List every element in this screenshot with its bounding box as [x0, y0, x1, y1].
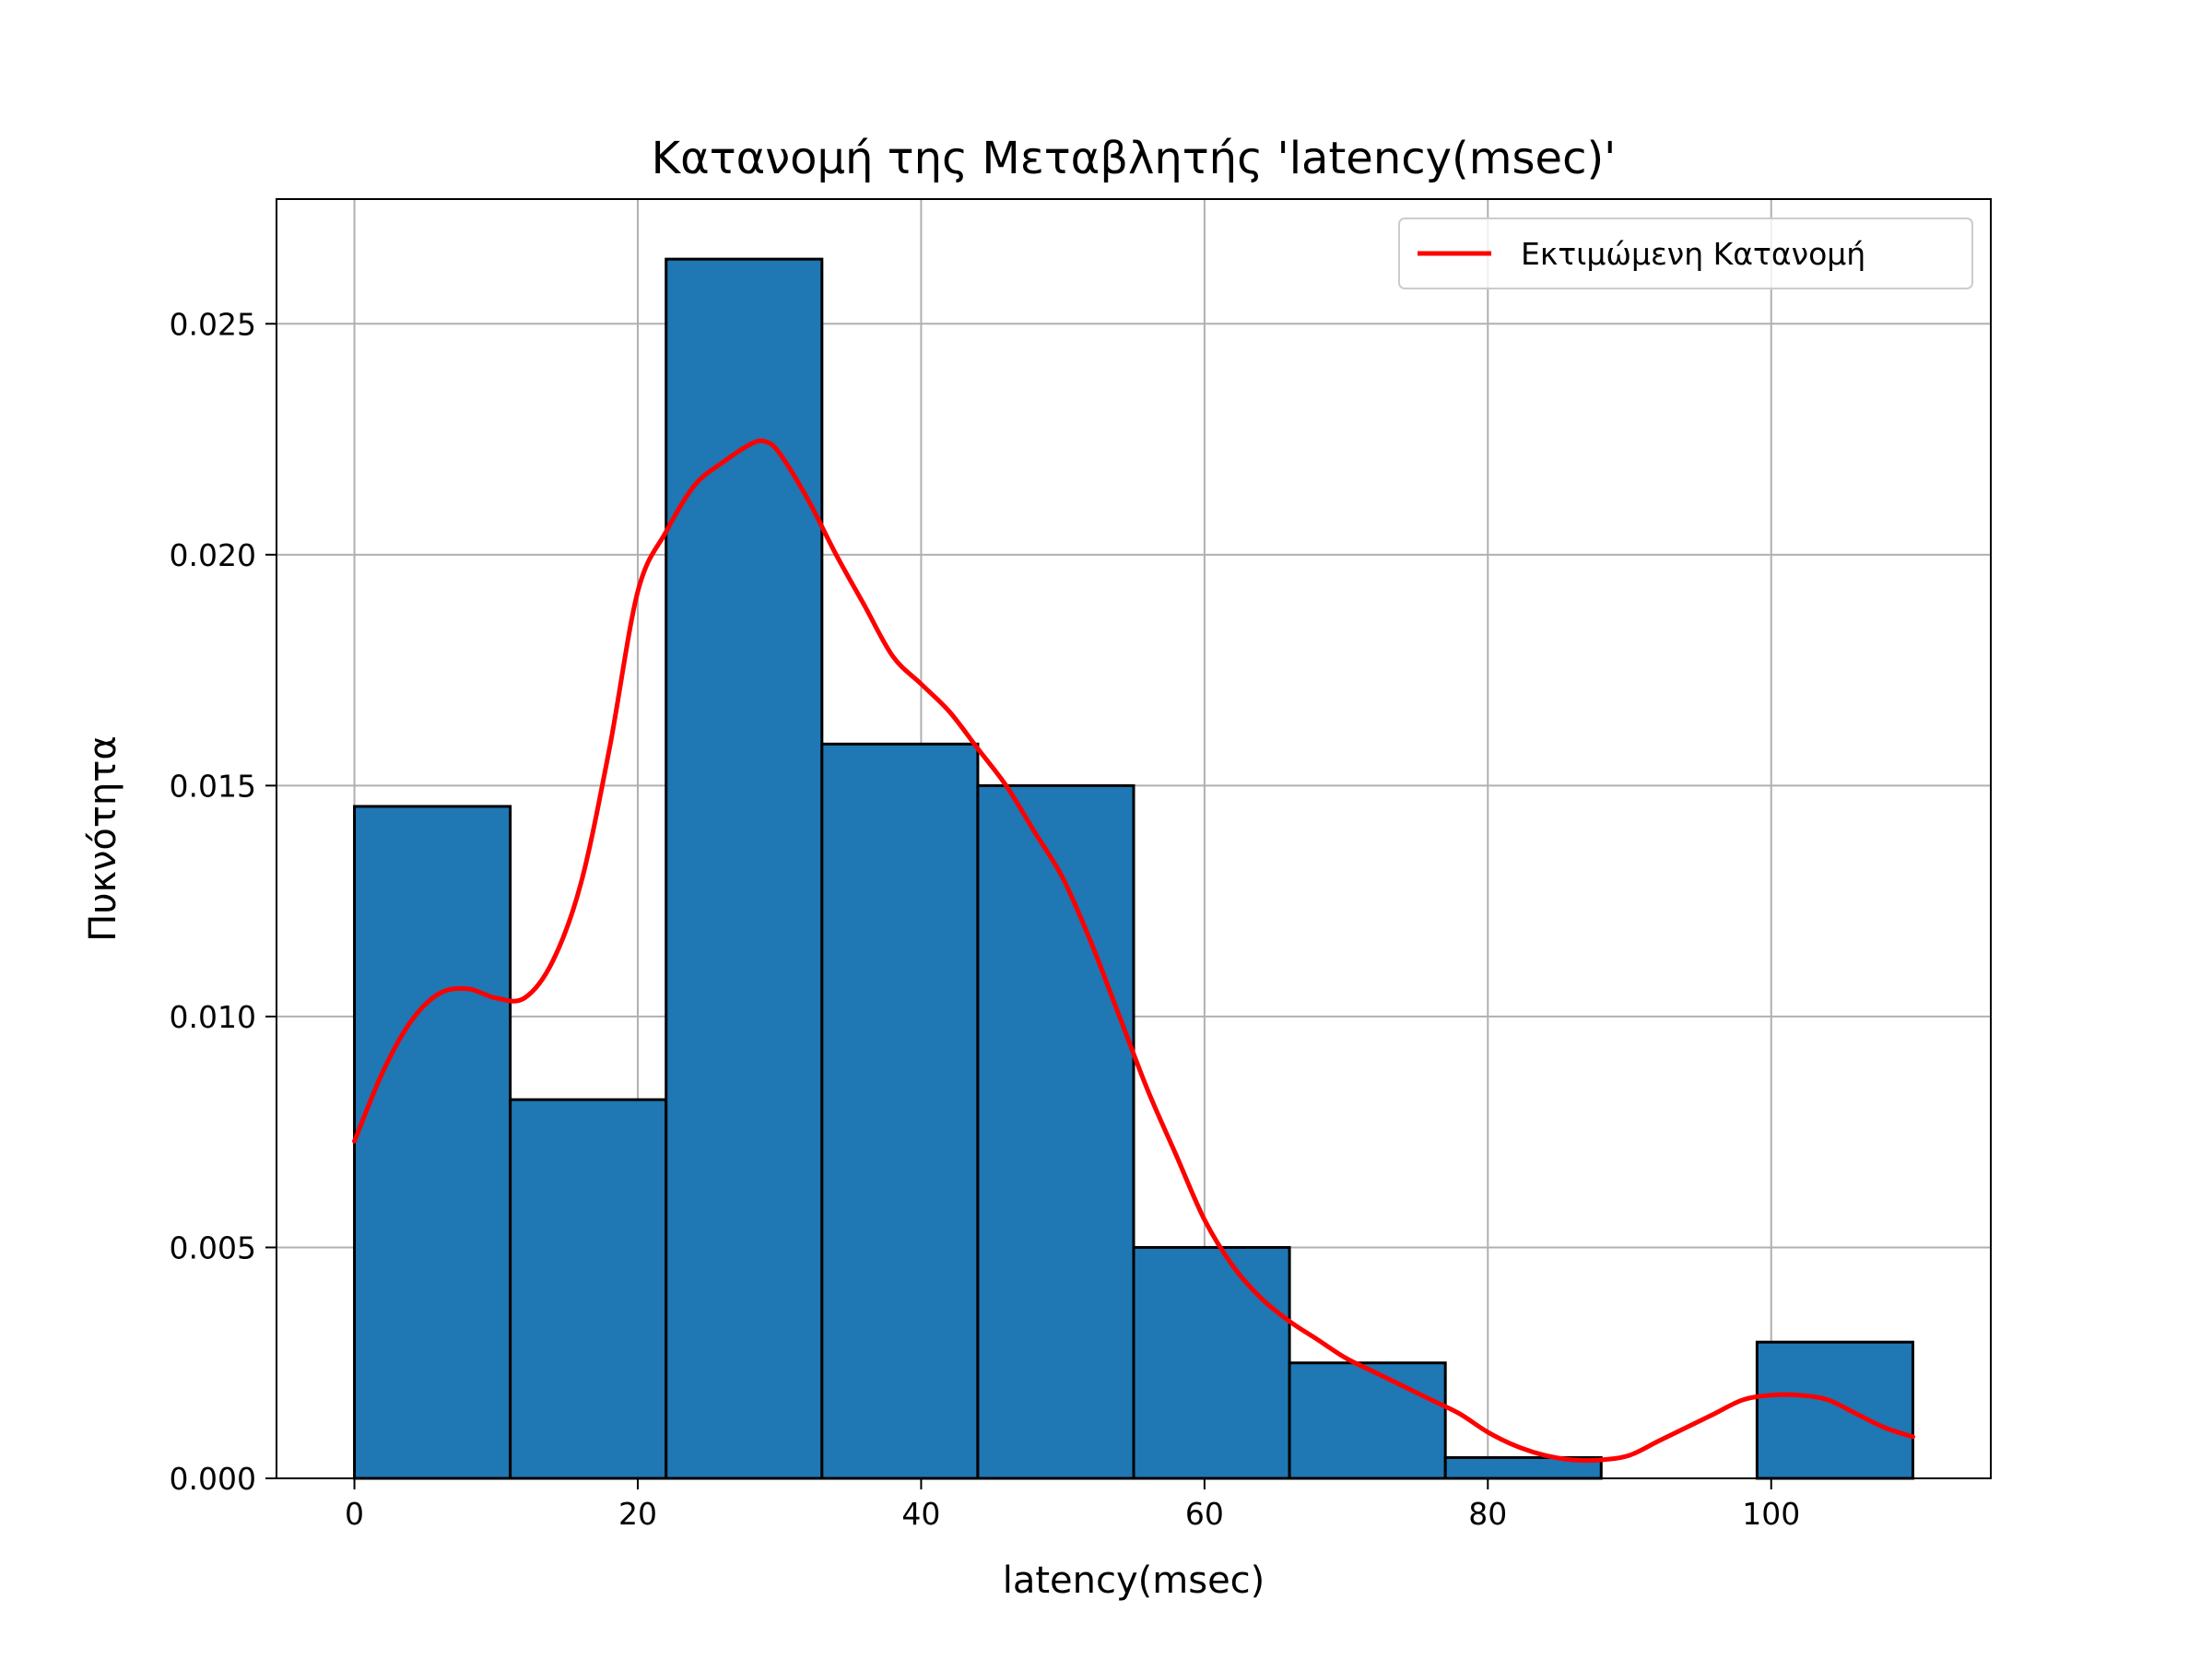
histogram-bar — [1288, 1361, 1447, 1480]
x-tick-label: 100 — [1742, 1496, 1800, 1532]
histogram-bar — [820, 742, 980, 1480]
x-axis-title: latency(msec) — [1003, 1559, 1265, 1602]
plot-frame — [276, 198, 1992, 1479]
y-tick-label: 0.010 — [170, 999, 256, 1035]
histogram-bar — [665, 257, 824, 1480]
histogram-bar — [1132, 1245, 1291, 1480]
histogram-bar — [353, 805, 512, 1480]
histogram-bar — [1755, 1340, 1914, 1480]
x-tick-label: 20 — [618, 1496, 657, 1532]
bars-layer — [353, 257, 1914, 1480]
y-tick-label: 0.005 — [170, 1230, 256, 1265]
y-axis: 0.000 0.005 0.010 0.015 0.020 0.025 — [170, 306, 276, 1497]
x-tick-label: 60 — [1185, 1496, 1224, 1532]
legend-label: Εκτιμώμενη Κατανομή — [1521, 236, 1865, 272]
x-tick-label: 80 — [1468, 1496, 1507, 1532]
kde-line — [352, 438, 1915, 1464]
kde-layer — [352, 438, 1915, 1464]
y-axis-title: Πυκνότητα — [82, 735, 124, 942]
legend-box — [1398, 218, 1973, 289]
y-tick-label: 0.025 — [170, 306, 256, 342]
chart-title: Κατανομή της Μεταβλητής 'latency(msec)' — [652, 133, 1617, 184]
histogram-bar — [976, 783, 1135, 1480]
x-tick-label: 0 — [345, 1496, 364, 1532]
y-tick-label: 0.020 — [170, 537, 256, 573]
x-tick-label: 40 — [901, 1496, 940, 1532]
x-axis: 0 20 40 60 80 100 — [345, 1478, 1800, 1532]
legend: Εκτιμώμενη Κατανομή — [1398, 218, 1973, 289]
histogram-bar — [509, 1098, 668, 1480]
y-tick-label: 0.015 — [170, 768, 256, 804]
y-tick-label: 0.000 — [170, 1461, 256, 1497]
